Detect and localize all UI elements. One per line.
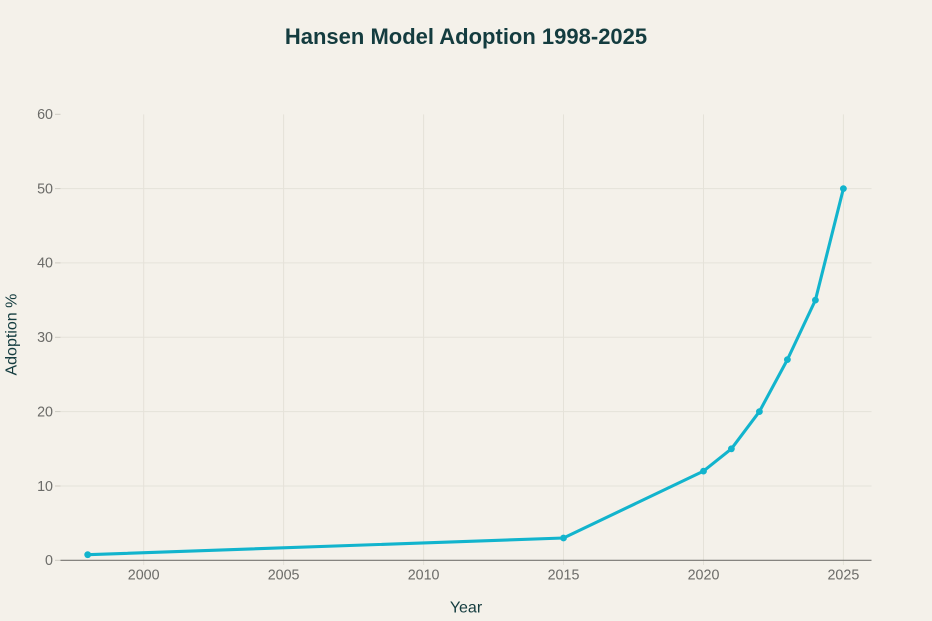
svg-text:20: 20 <box>37 404 53 420</box>
svg-text:Adoption %: Adoption % <box>4 294 21 376</box>
svg-text:2015: 2015 <box>548 568 580 584</box>
svg-text:2025: 2025 <box>827 568 859 584</box>
svg-text:50: 50 <box>37 181 53 197</box>
svg-text:2010: 2010 <box>408 568 440 584</box>
svg-text:2020: 2020 <box>688 568 720 584</box>
svg-text:40: 40 <box>37 256 53 272</box>
svg-text:0: 0 <box>45 553 53 569</box>
svg-text:2000: 2000 <box>128 568 160 584</box>
svg-text:2005: 2005 <box>268 568 300 584</box>
svg-text:Year: Year <box>450 600 483 617</box>
svg-text:10: 10 <box>37 479 53 495</box>
svg-text:60: 60 <box>37 107 53 123</box>
svg-text:30: 30 <box>37 330 53 346</box>
svg-text:Hansen Model Adoption 1998-202: Hansen Model Adoption 1998-2025 <box>285 24 647 49</box>
